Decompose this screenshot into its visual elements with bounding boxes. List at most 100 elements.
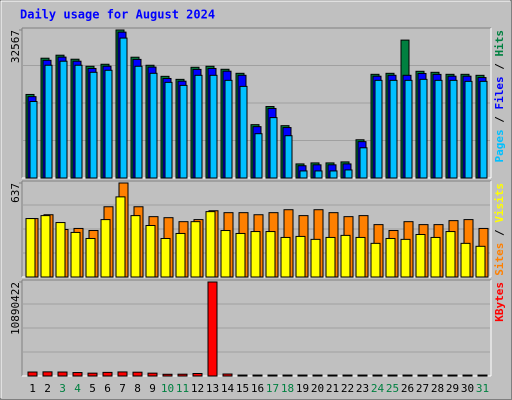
bar [280, 236, 291, 278]
x-tick-label: 9 [149, 382, 156, 395]
bar [235, 232, 246, 278]
bar [329, 170, 338, 179]
bar [100, 219, 111, 278]
bar [42, 371, 53, 377]
x-tick-label: 21 [326, 382, 339, 395]
bar [265, 231, 276, 278]
bar [312, 374, 323, 377]
bar [147, 372, 158, 377]
legend-entry: Sites [493, 243, 506, 276]
bar [417, 374, 428, 377]
bar [177, 373, 188, 377]
y-tick-label: 32567 [9, 30, 22, 63]
bar [134, 65, 143, 179]
bar [252, 374, 263, 377]
bar [132, 371, 143, 377]
y-tick-label: 637 [9, 183, 22, 203]
bar [389, 79, 398, 179]
bar [239, 85, 248, 179]
legend: Pages / Files / Hits [493, 30, 506, 163]
bar [299, 170, 308, 179]
legend-entry: Files [493, 76, 506, 109]
legend: KBytes [493, 282, 506, 322]
x-tick-label: 12 [191, 382, 204, 395]
x-tick-label: 23 [356, 382, 369, 395]
bar [344, 169, 353, 179]
x-tick-label: 31 [476, 382, 489, 395]
bar [310, 238, 321, 278]
bar [55, 222, 66, 278]
bar [460, 242, 471, 278]
x-tick-label: 14 [221, 382, 235, 395]
bar [370, 242, 381, 278]
bar [70, 231, 81, 278]
bar [295, 235, 306, 278]
bar [387, 374, 398, 377]
bar [434, 79, 443, 179]
bar [374, 79, 383, 179]
bar [432, 374, 443, 377]
bar [269, 117, 278, 179]
bar [104, 69, 113, 179]
bar [194, 74, 203, 179]
bar [462, 374, 473, 377]
bar [400, 238, 411, 278]
x-tick-label: 8 [134, 382, 141, 395]
x-tick-label: 10 [161, 382, 174, 395]
legend-separator: / [493, 223, 506, 243]
bar [340, 234, 351, 278]
x-tick-label: 5 [89, 382, 96, 395]
x-tick-label: 18 [281, 382, 294, 395]
bar [205, 211, 216, 278]
bar [325, 236, 336, 278]
bar [145, 224, 156, 278]
bar [29, 100, 38, 179]
bar [267, 374, 278, 377]
legend-entry: Hits [493, 30, 506, 57]
bar [179, 84, 188, 179]
bar [160, 237, 171, 278]
bar [477, 374, 488, 377]
x-tick-label: 20 [311, 382, 324, 395]
x-tick-label: 4 [74, 382, 81, 395]
x-tick-label: 22 [341, 382, 354, 395]
x-tick-label: 3 [59, 382, 66, 395]
x-tick-label: 19 [296, 382, 309, 395]
bar [89, 71, 98, 179]
bar [102, 371, 113, 377]
bar [282, 374, 293, 377]
bar [464, 80, 473, 179]
x-tick-label: 27 [416, 382, 429, 395]
legend-entry: Pages [493, 129, 506, 162]
bar [385, 237, 396, 278]
bar [237, 374, 248, 377]
bar [44, 64, 53, 179]
bar [207, 281, 218, 377]
bar [254, 133, 263, 179]
bar [284, 135, 293, 179]
bar [209, 74, 218, 179]
bar [87, 372, 98, 377]
x-tick-label: 11 [176, 382, 189, 395]
bar [149, 72, 158, 179]
bar [402, 374, 413, 377]
x-tick-label: 25 [386, 382, 399, 395]
bar [85, 237, 96, 278]
bar [479, 80, 488, 179]
bar [372, 374, 383, 377]
bar [355, 236, 366, 278]
bar [119, 37, 128, 179]
x-tick-label: 24 [371, 382, 385, 395]
bar [190, 221, 201, 278]
bar [57, 371, 68, 377]
x-tick-label: 17 [266, 382, 279, 395]
bar [192, 372, 203, 377]
bar [222, 373, 233, 377]
bar [419, 78, 428, 179]
x-tick-label: 6 [104, 382, 111, 395]
bar [59, 60, 68, 179]
bar [117, 371, 128, 377]
x-tick-label: 26 [401, 382, 414, 395]
bar [445, 231, 456, 278]
